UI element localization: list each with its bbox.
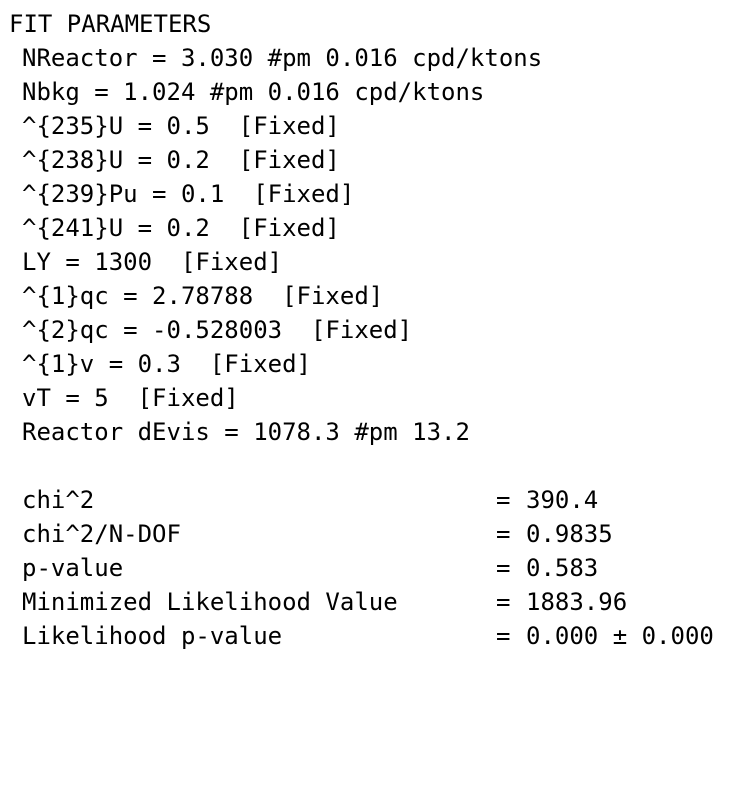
parameter-qc1: ^{1}qc = 2.78788 [Fixed]	[22, 282, 384, 310]
stat-value: 0.000 ± 0.000	[526, 622, 714, 650]
stat-row-likelihood-p-value: Likelihood p-value = 0.000 ± 0.000	[22, 619, 722, 653]
parameter-vt: vT = 5 [Fixed]	[22, 384, 239, 412]
stat-row-chi2: chi^2 = 390.4	[22, 483, 722, 517]
fit-statistics: chi^2 = 390.4 chi^2/N-DOF = 0.9835 p-val…	[22, 483, 722, 653]
stat-equals: =	[496, 520, 511, 548]
stat-label: p-value	[22, 554, 124, 582]
parameter-u235: ^{235}U = 0.5 [Fixed]	[22, 112, 340, 140]
stat-equals: =	[496, 554, 511, 582]
panel-title: FIT PARAMETERS	[9, 10, 212, 38]
stat-label: Likelihood p-value	[22, 622, 283, 650]
stat-value: 0.583	[526, 554, 599, 582]
stat-value: 390.4	[526, 486, 599, 514]
stat-value: 1883.96	[526, 588, 628, 616]
parameter-pu239: ^{239}Pu = 0.1 [Fixed]	[22, 180, 355, 208]
parameter-nbkg: Nbkg = 1.024 #pm 0.016 cpd/ktons	[22, 78, 485, 106]
parameter-u238: ^{238}U = 0.2 [Fixed]	[22, 146, 340, 174]
stat-label: chi^2/N-DOF	[22, 520, 181, 548]
stat-row-minimized-likelihood: Minimized Likelihood Value = 1883.96	[22, 585, 722, 619]
stat-equals: =	[496, 588, 511, 616]
stat-value: 0.9835	[526, 520, 613, 548]
parameter-u241: ^{241}U = 0.2 [Fixed]	[22, 214, 340, 242]
stat-label: chi^2	[22, 486, 95, 514]
stat-label: Minimized Likelihood Value	[22, 588, 398, 616]
parameter-nreactor: NReactor = 3.030 #pm 0.016 cpd/ktons	[22, 44, 543, 72]
stat-row-p-value: p-value = 0.583	[22, 551, 722, 585]
parameter-reactor-devis: Reactor dEvis = 1078.3 #pm 13.2	[22, 418, 470, 446]
parameter-v1: ^{1}v = 0.3 [Fixed]	[22, 350, 311, 378]
stat-equals: =	[496, 486, 511, 514]
stat-equals: =	[496, 622, 511, 650]
stat-row-chi2-ndof: chi^2/N-DOF = 0.9835	[22, 517, 722, 551]
parameter-list: NReactor = 3.030 #pm 0.016 cpd/ktons Nbk…	[22, 41, 542, 449]
fit-parameters-panel: FIT PARAMETERS NReactor = 3.030 #pm 0.01…	[9, 10, 722, 653]
parameter-qc2: ^{2}qc = -0.528003 [Fixed]	[22, 316, 413, 344]
parameter-ly: LY = 1300 [Fixed]	[22, 248, 283, 276]
